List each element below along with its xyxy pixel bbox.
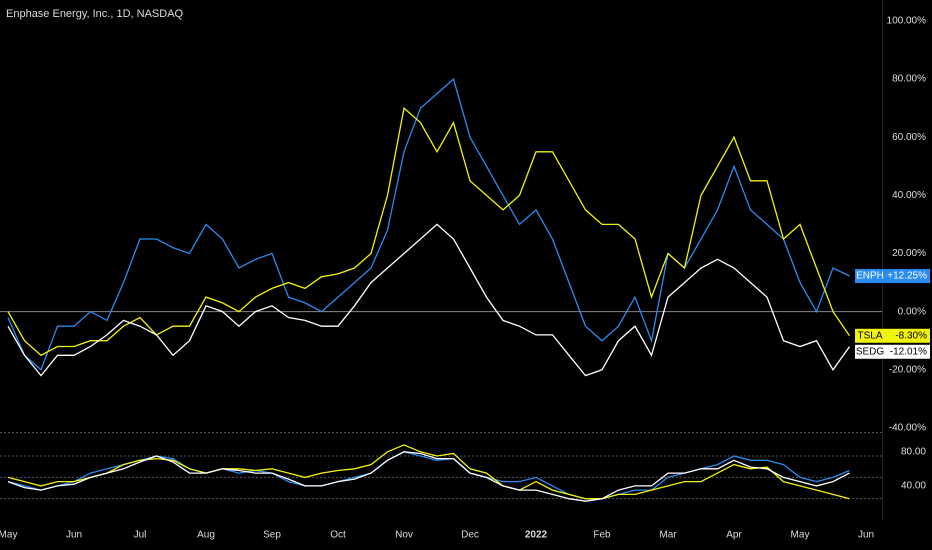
value-badge bbox=[885, 269, 930, 284]
x-tick-label: Sep bbox=[263, 530, 281, 541]
y-tick-label: 60.00% bbox=[892, 132, 926, 143]
y-tick-label: 40.00 bbox=[901, 481, 926, 492]
legend-badge bbox=[855, 344, 885, 359]
y-tick-label: 40.00% bbox=[892, 190, 926, 201]
chart-title: Enphase Energy, Inc., 1D, NASDAQ bbox=[6, 8, 184, 20]
series-line bbox=[7, 451, 850, 500]
y-tick-label: 80.00% bbox=[892, 74, 926, 85]
y-tick-label: -40.00% bbox=[889, 423, 926, 434]
x-tick-label: May bbox=[791, 530, 810, 541]
series-line bbox=[7, 106, 851, 357]
legend-badge bbox=[855, 328, 885, 343]
value-label: -8.30% bbox=[895, 330, 927, 341]
x-tick-label: Feb bbox=[593, 530, 611, 541]
x-tick-label: Jun bbox=[66, 530, 82, 541]
x-tick-label: 2022 bbox=[525, 530, 548, 541]
series-line bbox=[7, 451, 850, 502]
x-tick-label: Jun bbox=[858, 530, 874, 541]
x-tick-label: Nov bbox=[395, 530, 413, 541]
y-tick-label: 80.00 bbox=[901, 446, 926, 457]
value-label: -12.01% bbox=[890, 346, 927, 357]
value-badge bbox=[885, 328, 930, 343]
x-tick-label: Mar bbox=[659, 530, 677, 541]
y-tick-label: -20.00% bbox=[889, 364, 926, 375]
series-line bbox=[7, 77, 850, 371]
y-tick-label: 0.00% bbox=[898, 306, 926, 317]
legend-name: SEDG bbox=[856, 346, 885, 357]
y-tick-label: 20.00% bbox=[892, 248, 926, 259]
x-tick-label: Apr bbox=[726, 530, 742, 541]
x-tick-label: Oct bbox=[330, 530, 346, 541]
value-label: +12.25% bbox=[887, 271, 927, 282]
x-tick-label: Aug bbox=[197, 530, 215, 541]
legend-name: ENPH bbox=[856, 271, 884, 282]
x-tick-label: May bbox=[0, 530, 17, 541]
legend-name: TSLA bbox=[857, 330, 882, 341]
legend-badge bbox=[855, 269, 885, 284]
series-line bbox=[7, 223, 851, 377]
y-tick-label: 100.00% bbox=[887, 16, 927, 27]
value-badge bbox=[885, 344, 930, 359]
x-tick-label: Dec bbox=[461, 530, 479, 541]
x-tick-label: Jul bbox=[134, 530, 147, 541]
